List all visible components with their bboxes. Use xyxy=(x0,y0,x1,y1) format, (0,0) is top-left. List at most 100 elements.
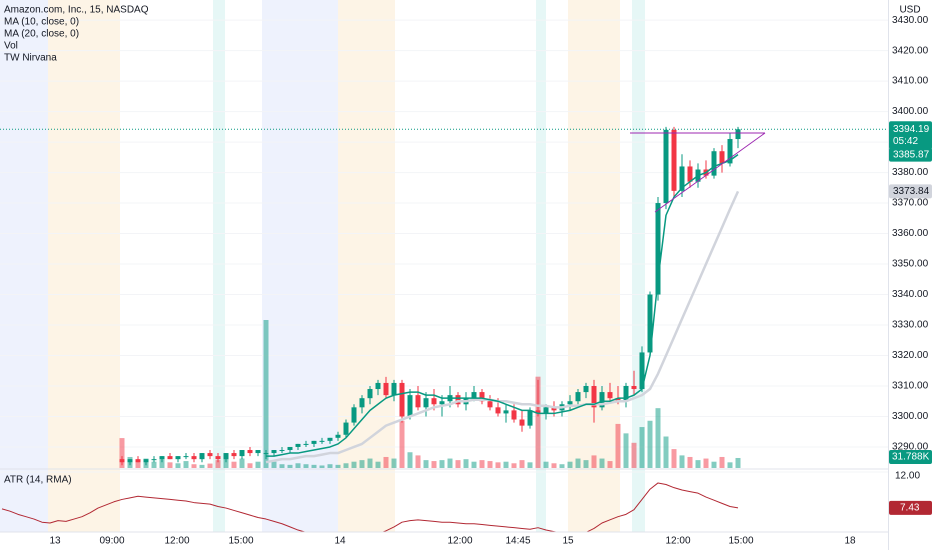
volume-bar xyxy=(151,461,157,468)
volume-bar xyxy=(615,423,621,468)
candle-body xyxy=(535,410,541,414)
volume-bar xyxy=(567,461,573,468)
price-pane xyxy=(0,19,888,468)
ma-value-label: 3385.87 xyxy=(893,149,930,160)
volume-bar xyxy=(175,463,181,468)
legend-entry: Vol xyxy=(4,41,18,52)
candle-body xyxy=(183,456,189,458)
candle-body xyxy=(639,352,645,390)
y-tick-label: 3410.00 xyxy=(892,76,929,87)
candle-body xyxy=(519,419,525,426)
candle-body xyxy=(687,166,693,182)
ma-value-label: 3373.84 xyxy=(893,186,930,197)
candle-body xyxy=(479,392,485,402)
candle-body xyxy=(511,410,517,420)
session-band xyxy=(213,0,225,532)
atr-value-label: 7.43 xyxy=(900,502,920,513)
volume-bar xyxy=(639,427,645,468)
volume-bar xyxy=(679,455,685,468)
candle-body xyxy=(247,450,253,454)
volume-bar xyxy=(727,462,733,468)
volume-bar xyxy=(215,460,221,468)
volume-bar xyxy=(303,464,309,468)
candle-body xyxy=(455,395,461,405)
volume-bar xyxy=(367,458,373,468)
candle-body xyxy=(279,450,285,452)
candle-body xyxy=(583,385,589,393)
candle-body xyxy=(215,456,221,460)
volume-bar xyxy=(423,460,429,468)
candle-body xyxy=(231,453,237,457)
candle-body xyxy=(671,129,677,191)
candle-body xyxy=(175,456,181,460)
session-band xyxy=(0,0,48,532)
candle-body xyxy=(391,382,397,396)
volume-bar xyxy=(407,452,413,468)
atr-value-box xyxy=(889,500,932,515)
volume-bar xyxy=(415,455,421,468)
volume-bar xyxy=(335,464,341,468)
last-price-label: 3394.19 xyxy=(893,124,930,135)
volume-bar xyxy=(271,461,277,468)
volume-bar xyxy=(719,456,725,468)
candle-body xyxy=(287,446,293,451)
volume-bar xyxy=(527,462,533,468)
x-tick-label: 12:00 xyxy=(665,536,690,547)
volume-bar xyxy=(599,458,605,468)
volume-bar xyxy=(167,462,173,468)
candle-body xyxy=(199,453,205,460)
session-band xyxy=(262,0,338,532)
countdown-label: 05:42 xyxy=(893,136,918,147)
volume-bar xyxy=(159,459,165,468)
volume-bar xyxy=(511,463,517,468)
candle-body xyxy=(567,401,573,405)
candle-body xyxy=(647,294,653,353)
volume-bar xyxy=(495,462,501,468)
volume-bar xyxy=(711,461,717,468)
candle-body xyxy=(295,443,301,447)
candle-body xyxy=(527,410,533,426)
triangle-drawing xyxy=(630,132,766,213)
candle-body xyxy=(359,398,365,408)
volume-bar xyxy=(351,461,357,468)
candle-body xyxy=(383,382,389,396)
candle-body xyxy=(263,453,269,455)
volume-bar xyxy=(391,458,397,468)
volume-bar xyxy=(135,460,141,468)
volume-bar xyxy=(695,460,701,468)
volume-bar xyxy=(559,464,565,468)
volume-bar xyxy=(263,320,269,468)
candle-body xyxy=(271,450,277,454)
volume-bar xyxy=(295,463,301,468)
volume-bar xyxy=(543,461,549,468)
candle-body xyxy=(431,398,437,405)
y-tick-label: 3430.00 xyxy=(892,15,929,26)
volume-bar xyxy=(575,458,581,468)
volume-bar xyxy=(455,460,461,468)
candle-body xyxy=(471,392,477,399)
candle-body xyxy=(575,392,581,402)
candle-body xyxy=(655,203,661,295)
candle-body xyxy=(719,151,725,164)
volume-bar xyxy=(687,456,693,468)
y-tick-label: 3320.00 xyxy=(892,350,929,361)
y-tick-label: 3310.00 xyxy=(892,381,929,392)
candle-body xyxy=(207,453,213,457)
atr-pane xyxy=(0,471,888,532)
volume-bar xyxy=(287,464,293,468)
candle-body xyxy=(407,395,413,417)
ma-value-box xyxy=(889,184,932,199)
volume-bar xyxy=(703,458,709,468)
candle-body xyxy=(631,385,637,390)
volume-bar xyxy=(655,408,661,468)
volume-bar xyxy=(647,420,653,468)
legend-entry: MA (20, close, 0) xyxy=(4,29,79,40)
candle-body xyxy=(239,450,245,457)
volume-value-box xyxy=(889,450,932,464)
ma-line xyxy=(265,190,740,464)
y-tick-label: 3350.00 xyxy=(892,259,929,270)
y-tick-label: 3370.00 xyxy=(892,198,929,209)
candle-body xyxy=(415,395,421,408)
candle-body xyxy=(255,450,261,454)
